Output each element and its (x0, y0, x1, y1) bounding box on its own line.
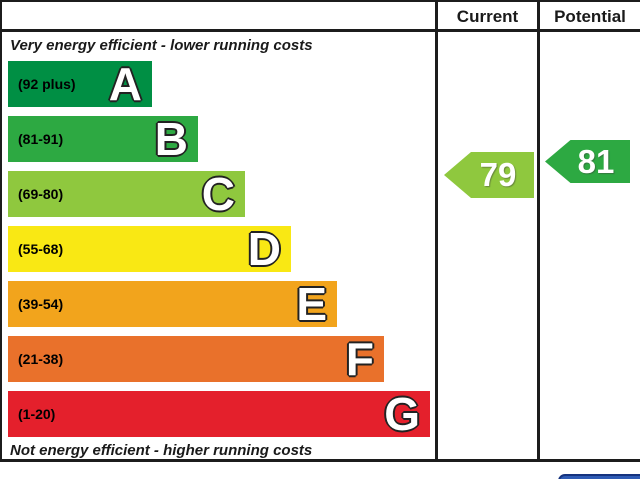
bottom-caption: Not energy efficient - higher running co… (10, 442, 313, 459)
table-top-border (0, 0, 640, 2)
potential-column-header: Potential (554, 7, 626, 26)
band-letter: A (108, 58, 142, 110)
potential-rating-value: 81 (577, 142, 615, 180)
current-rating-arrow: 79 (444, 152, 534, 198)
band-letter: C (201, 168, 235, 220)
epc-band-f: (21-38) F (8, 336, 384, 382)
band-range-label: (69-80) (18, 186, 64, 202)
epc-band-d: (55-68) D (8, 226, 291, 272)
band-range-label: (1-20) (18, 406, 56, 422)
epc-band-g: (1-20) G (8, 391, 430, 437)
band-range-label: (55-68) (18, 241, 64, 257)
band-range-label: (92 plus) (18, 76, 76, 92)
epc-band-b: (81-91) B (8, 116, 198, 162)
band-range-label: (21-38) (18, 351, 64, 367)
band-letter: B (154, 113, 188, 165)
current-column-divider (435, 0, 438, 462)
table-left-border (0, 0, 2, 462)
band-letter: F (345, 333, 374, 385)
band-letter: G (384, 388, 420, 440)
bottom-blue-box-partial (558, 474, 640, 479)
band-range-label: (39-54) (18, 296, 64, 312)
current-column-header: Current (456, 7, 519, 26)
band-letter: D (247, 223, 281, 275)
header-underline (0, 29, 640, 32)
top-caption: Very energy efficient - lower running co… (10, 37, 313, 54)
potential-column-divider (537, 0, 540, 462)
potential-rating-arrow: 81 (545, 140, 630, 183)
current-rating-value: 79 (479, 156, 517, 193)
band-range-label: (81-91) (18, 131, 64, 147)
epc-band-c: (69-80) C (8, 171, 245, 217)
epc-band-e: (39-54) E (8, 281, 337, 327)
band-letter: E (296, 278, 327, 330)
epc-band-a: (92 plus) A (8, 61, 152, 107)
table-bottom-border (0, 459, 640, 462)
